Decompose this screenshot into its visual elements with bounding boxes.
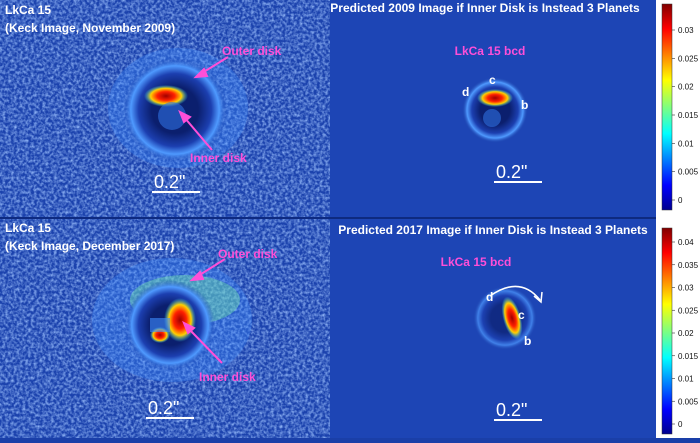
panel-title: LkCa 15: [5, 3, 51, 17]
colorbar-tick-label: 0.035: [678, 261, 699, 270]
planet-label: c: [518, 308, 525, 322]
scale-label: 0.2": [148, 398, 179, 418]
colorbar-tick-label: 0: [678, 196, 683, 205]
panel-title: Predicted 2009 Image if Inner Disk is In…: [330, 1, 640, 15]
planet-label: c: [489, 73, 496, 87]
colorbar-tick-label: 0.04: [678, 238, 694, 247]
label: Inner disk: [190, 151, 247, 165]
planet-label: d: [462, 85, 469, 99]
colorbar-tick-label: 0.015: [678, 352, 699, 361]
model-image: [473, 285, 543, 350]
label: LkCa 15 bcd: [455, 44, 526, 58]
colorbar: [661, 3, 673, 211]
panel-subtitle: (Keck Image, November 2009): [5, 21, 175, 35]
disk-image: [108, 48, 248, 168]
colorbar-tick-label: 0.01: [678, 375, 694, 384]
panel-title: Predicted 2017 Image if Inner Disk is In…: [338, 223, 648, 237]
colorbar-tick-label: 0.025: [678, 306, 699, 315]
colorbar-tick-label: 0.015: [678, 111, 699, 120]
planet-label: b: [521, 98, 528, 112]
colorbar: [661, 227, 673, 435]
colorbar-tick-label: 0.01: [678, 139, 694, 148]
colorbar-tick-label: 0.02: [678, 83, 694, 92]
colorbar-tick-label: 0: [678, 420, 683, 429]
colorbar-tick-label: 0.005: [678, 168, 699, 177]
pointer-arrows: [178, 56, 229, 364]
scale-label: 0.2": [496, 162, 527, 182]
disk-image: [92, 258, 252, 382]
colorbar-tick-label: 0.005: [678, 397, 699, 406]
planet-label: d: [486, 290, 493, 304]
panel-title: LkCa 15: [5, 221, 51, 235]
planet-label: b: [524, 334, 531, 348]
label: Outer disk: [218, 247, 278, 261]
label: Outer disk: [222, 44, 282, 58]
label: Inner disk: [199, 370, 256, 384]
colorbar-tick-label: 0.03: [678, 284, 694, 293]
colorbar-tick-label: 0.025: [678, 54, 699, 63]
colorbar-tick-label: 0.02: [678, 329, 694, 338]
scale-label: 0.2": [496, 400, 527, 420]
model-image: [462, 77, 528, 143]
panel-subtitle: (Keck Image, December 2017): [5, 239, 174, 253]
arrow-head: [533, 291, 543, 304]
scale-bars: [146, 181, 542, 421]
label: LkCa 15 bcd: [441, 255, 512, 269]
colorbar-tick-label: 0.03: [678, 26, 694, 35]
scale-label: 0.2": [154, 172, 185, 192]
orbit-arrow: [489, 285, 541, 301]
